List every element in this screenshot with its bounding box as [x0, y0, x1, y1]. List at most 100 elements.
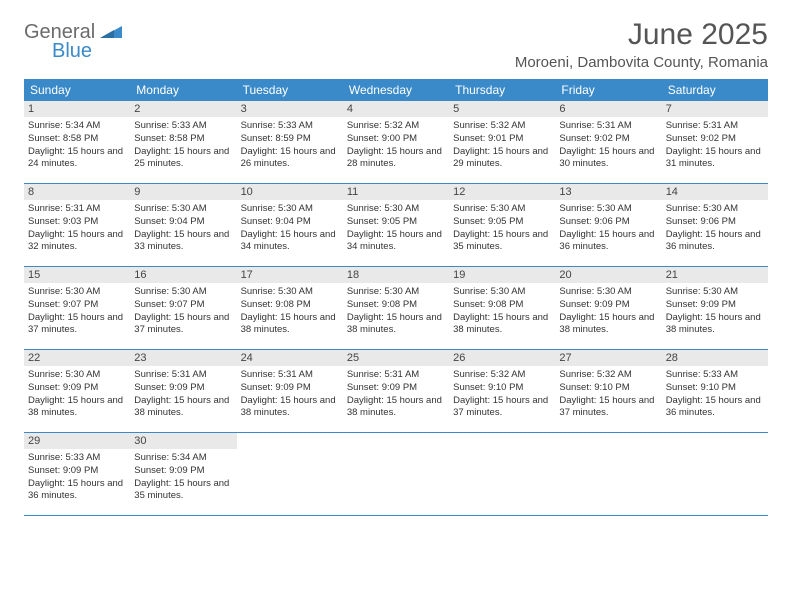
calendar-day: 8Sunrise: 5:31 AMSunset: 9:03 PMDaylight… — [24, 184, 130, 266]
calendar-day: 7Sunrise: 5:31 AMSunset: 9:02 PMDaylight… — [662, 101, 768, 183]
calendar-day: 5Sunrise: 5:32 AMSunset: 9:01 PMDaylight… — [449, 101, 555, 183]
daylight-line: Daylight: 15 hours and 29 minutes. — [453, 146, 551, 172]
calendar-day-empty — [662, 433, 768, 515]
daylight-line: Daylight: 15 hours and 38 minutes. — [666, 312, 764, 338]
sunset-line: Sunset: 8:59 PM — [241, 133, 339, 146]
sunset-line: Sunset: 9:03 PM — [28, 216, 126, 229]
calendar-day: 4 Sunrise: 5:32 AMSunset: 9:00 PMDaylight… — [343, 101, 449, 183]
calendar-body: 1Sunrise: 5:34 AMSunset: 8:58 PMDaylight… — [24, 101, 768, 516]
sunrise-line: Sunrise: 5:30 AM — [28, 286, 126, 299]
sunset-line: Sunset: 9:09 PM — [28, 465, 126, 478]
sunset-line: Sunset: 9:08 PM — [347, 299, 445, 312]
logo-word-blue: Blue — [52, 41, 122, 61]
sunset-line: Sunset: 8:58 PM — [28, 133, 126, 146]
day-number: 24 — [237, 350, 343, 366]
sunrise-line: Sunrise: 5:30 AM — [134, 286, 232, 299]
daylight-line: Daylight: 15 hours and 35 minutes. — [453, 229, 551, 255]
calendar-day: 22Sunrise: 5:30 AMSunset: 9:09 PMDayligh… — [24, 350, 130, 432]
calendar-day: 6Sunrise: 5:31 AMSunset: 9:02 PMDaylight… — [555, 101, 661, 183]
calendar-day: 18Sunrise: 5:30 AMSunset: 9:08 PMDayligh… — [343, 267, 449, 349]
day-number: 8 — [24, 184, 130, 200]
calendar-day: 19Sunrise: 5:30 AMSunset: 9:08 PMDayligh… — [449, 267, 555, 349]
sunrise-line: Sunrise: 5:33 AM — [134, 120, 232, 133]
day-number: 20 — [555, 267, 661, 283]
calendar-week: 22Sunrise: 5:30 AMSunset: 9:09 PMDayligh… — [24, 350, 768, 433]
sunrise-line: Sunrise: 5:34 AM — [134, 452, 232, 465]
day-header: Monday — [130, 79, 236, 101]
sunrise-line: Sunrise: 5:34 AM — [28, 120, 126, 133]
sunrise-line: Sunrise: 5:30 AM — [28, 369, 126, 382]
calendar-day: 17Sunrise: 5:30 AMSunset: 9:08 PMDayligh… — [237, 267, 343, 349]
daylight-line: Daylight: 15 hours and 38 minutes. — [241, 312, 339, 338]
sunrise-line: Sunrise: 5:31 AM — [666, 120, 764, 133]
sunrise-line: Sunrise: 5:32 AM — [453, 369, 551, 382]
daylight-line: Daylight: 15 hours and 36 minutes. — [666, 229, 764, 255]
daylight-line: Daylight: 15 hours and 38 minutes. — [134, 395, 232, 421]
sunrise-line: Sunrise: 5:33 AM — [241, 120, 339, 133]
day-number: 18 — [343, 267, 449, 283]
logo-triangle-icon — [100, 24, 122, 43]
calendar-day: 27Sunrise: 5:32 AMSunset: 9:10 PMDayligh… — [555, 350, 661, 432]
day-number: 15 — [24, 267, 130, 283]
calendar-day: 11Sunrise: 5:30 AMSunset: 9:05 PMDayligh… — [343, 184, 449, 266]
daylight-line: Daylight: 15 hours and 38 minutes. — [28, 395, 126, 421]
sunset-line: Sunset: 8:58 PM — [134, 133, 232, 146]
day-number: 23 — [130, 350, 236, 366]
logo: General Blue — [24, 22, 122, 61]
calendar-day: 20Sunrise: 5:30 AMSunset: 9:09 PMDayligh… — [555, 267, 661, 349]
daylight-line: Daylight: 15 hours and 37 minutes. — [453, 395, 551, 421]
sunrise-line: Sunrise: 5:30 AM — [453, 203, 551, 216]
logo-text-block: General Blue — [24, 22, 122, 61]
daylight-line: Daylight: 15 hours and 38 minutes. — [347, 312, 445, 338]
daylight-line: Daylight: 15 hours and 36 minutes. — [559, 229, 657, 255]
daylight-line: Daylight: 15 hours and 38 minutes. — [559, 312, 657, 338]
sunset-line: Sunset: 9:09 PM — [134, 465, 232, 478]
daylight-line: Daylight: 15 hours and 38 minutes. — [241, 395, 339, 421]
daylight-line: Daylight: 15 hours and 32 minutes. — [28, 229, 126, 255]
daylight-line: Daylight: 15 hours and 38 minutes. — [347, 395, 445, 421]
sunset-line: Sunset: 9:04 PM — [134, 216, 232, 229]
calendar-day: 1 Sunrise: 5:34 AMSunset: 8:58 PMDaylight… — [24, 101, 130, 183]
calendar-week: 8Sunrise: 5:31 AMSunset: 9:03 PMDaylight… — [24, 184, 768, 267]
day-number: 22 — [24, 350, 130, 366]
sunrise-line: Sunrise: 5:30 AM — [241, 203, 339, 216]
day-number: 19 — [449, 267, 555, 283]
calendar-day: 10Sunrise: 5:30 AMSunset: 9:04 PMDayligh… — [237, 184, 343, 266]
calendar-week: 1Sunrise: 5:34 AMSunset: 8:58 PMDaylight… — [24, 101, 768, 184]
calendar-day-empty — [343, 433, 449, 515]
daylight-line: Daylight: 15 hours and 35 minutes. — [134, 478, 232, 504]
sunset-line: Sunset: 9:06 PM — [666, 216, 764, 229]
page-header: General Blue June 2025 Moroeni, Dambovit… — [24, 18, 768, 71]
daylight-line: Daylight: 15 hours and 24 minutes. — [28, 146, 126, 172]
calendar-day: 21Sunrise: 5:30 AMSunset: 9:09 PMDayligh… — [662, 267, 768, 349]
day-number: 16 — [130, 267, 236, 283]
calendar-day: 23Sunrise: 5:31 AMSunset: 9:09 PMDayligh… — [130, 350, 236, 432]
calendar-week: 29Sunrise: 5:33 AMSunset: 9:09 PMDayligh… — [24, 433, 768, 516]
day-number: 17 — [237, 267, 343, 283]
sunset-line: Sunset: 9:09 PM — [347, 382, 445, 395]
sunrise-line: Sunrise: 5:32 AM — [453, 120, 551, 133]
daylight-line: Daylight: 15 hours and 37 minutes. — [559, 395, 657, 421]
daylight-line: Daylight: 15 hours and 34 minutes. — [347, 229, 445, 255]
sunrise-line: Sunrise: 5:32 AM — [347, 120, 445, 133]
day-number: 13 — [555, 184, 661, 200]
day-header: Saturday — [662, 79, 768, 101]
calendar-week: 15Sunrise: 5:30 AMSunset: 9:07 PMDayligh… — [24, 267, 768, 350]
sunset-line: Sunset: 9:00 PM — [347, 133, 445, 146]
daylight-line: Daylight: 15 hours and 28 minutes. — [347, 146, 445, 172]
day-number: 12 — [449, 184, 555, 200]
day-number: 1 — [24, 101, 130, 117]
calendar-day: 14Sunrise: 5:30 AMSunset: 9:06 PMDayligh… — [662, 184, 768, 266]
calendar-day: 13Sunrise: 5:30 AMSunset: 9:06 PMDayligh… — [555, 184, 661, 266]
calendar-day: 12Sunrise: 5:30 AMSunset: 9:05 PMDayligh… — [449, 184, 555, 266]
sunset-line: Sunset: 9:10 PM — [666, 382, 764, 395]
day-number: 14 — [662, 184, 768, 200]
calendar-day: 3Sunrise: 5:33 AMSunset: 8:59 PMDaylight… — [237, 101, 343, 183]
daylight-line: Daylight: 15 hours and 33 minutes. — [134, 229, 232, 255]
calendar-header-row: SundayMondayTuesdayWednesdayThursdayFrid… — [24, 79, 768, 101]
sunrise-line: Sunrise: 5:30 AM — [453, 286, 551, 299]
day-number: 4 — [343, 101, 449, 117]
daylight-line: Daylight: 15 hours and 36 minutes. — [28, 478, 126, 504]
sunset-line: Sunset: 9:06 PM — [559, 216, 657, 229]
sunset-line: Sunset: 9:05 PM — [347, 216, 445, 229]
